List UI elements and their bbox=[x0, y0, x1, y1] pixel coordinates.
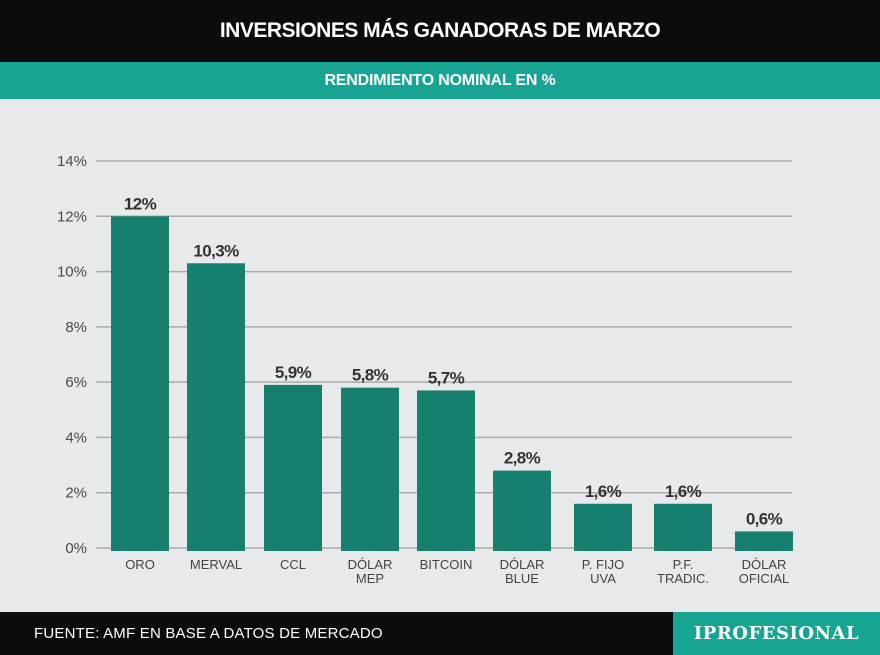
bar bbox=[735, 531, 793, 551]
x-tick-label-line: BLUE bbox=[505, 571, 539, 586]
x-tick-label-line: P. FIJO bbox=[582, 557, 624, 572]
bar bbox=[493, 470, 551, 551]
value-label: 10,3% bbox=[193, 241, 239, 260]
x-tick-label: DÓLAR OFICIAL bbox=[739, 557, 790, 586]
y-tick-label: 4% bbox=[65, 429, 87, 446]
x-tick-label-line: BITCOIN bbox=[420, 557, 473, 572]
x-tick-label-line: ORO bbox=[125, 557, 155, 572]
bar bbox=[417, 390, 475, 551]
bars bbox=[111, 216, 793, 551]
y-axis-ticks: 0% 2% 4% 6% 8% 10% 12% 14% bbox=[57, 153, 87, 557]
brand-logo: IPROFESIONAL bbox=[673, 612, 880, 655]
value-label: 2,8% bbox=[504, 449, 541, 468]
x-tick-label-line: UVA bbox=[590, 571, 616, 586]
source-note: FUENTE: AMF EN BASE A DATOS DE MERCADO bbox=[34, 625, 383, 642]
value-labels: 12% 10,3% 5,9% 5,8% 5,7% 2,8% 1,6% 1,6% 0,6% bbox=[124, 194, 783, 528]
y-tick-label: 2% bbox=[65, 485, 87, 502]
y-tick-label: 8% bbox=[65, 319, 87, 336]
x-tick-label: MERVAL bbox=[190, 557, 242, 572]
x-tick-label: BITCOIN bbox=[420, 557, 473, 572]
y-tick-label: 12% bbox=[57, 208, 87, 225]
bar bbox=[654, 503, 712, 551]
value-label: 5,7% bbox=[428, 368, 465, 387]
chart-title: INVERSIONES MÁS GANADORAS DE MARZO bbox=[0, 0, 880, 62]
y-tick-label: 6% bbox=[65, 374, 87, 391]
bar-chart: 0% 2% 4% 6% 8% 10% 12% 14% 12% 10,3% 5,9% 5,8% 5,7%… bbox=[57, 153, 793, 586]
x-tick-label: ORO bbox=[125, 557, 155, 572]
value-label: 5,9% bbox=[275, 363, 312, 382]
value-label: 5,8% bbox=[352, 366, 389, 385]
x-tick-label-line: DÓLAR bbox=[348, 557, 393, 572]
value-label: 0,6% bbox=[746, 509, 783, 528]
x-tick-label: DÓLAR BLUE bbox=[500, 557, 545, 586]
x-tick-label: P. FIJO UVA bbox=[582, 557, 624, 586]
y-tick-label: 0% bbox=[65, 540, 87, 557]
bar bbox=[341, 387, 399, 551]
x-tick-label-line: P.F. bbox=[673, 557, 694, 572]
bar bbox=[264, 384, 322, 551]
x-tick-label: P.F. TRADIC. bbox=[657, 557, 709, 586]
chart-subtitle: RENDIMIENTO NOMINAL EN % bbox=[0, 62, 880, 99]
x-tick-label: CCL bbox=[280, 557, 306, 572]
bar bbox=[187, 263, 245, 551]
value-label: 1,6% bbox=[665, 482, 702, 501]
x-tick-label: DÓLAR MEP bbox=[348, 557, 393, 586]
value-label: 12% bbox=[124, 194, 157, 213]
x-tick-label-line: DÓLAR bbox=[742, 557, 787, 572]
value-label: 1,6% bbox=[585, 482, 622, 501]
x-tick-label-line: OFICIAL bbox=[739, 571, 790, 586]
x-tick-label-line: MEP bbox=[356, 571, 384, 586]
y-tick-label: 10% bbox=[57, 264, 87, 281]
x-tick-label-line: TRADIC. bbox=[657, 571, 709, 586]
x-tick-label-line: MERVAL bbox=[190, 557, 242, 572]
x-tick-label-line: DÓLAR bbox=[500, 557, 545, 572]
x-tick-label-line: CCL bbox=[280, 557, 306, 572]
bar bbox=[574, 503, 632, 551]
y-tick-label: 14% bbox=[57, 153, 87, 170]
footer: FUENTE: AMF EN BASE A DATOS DE MERCADO I… bbox=[0, 612, 880, 655]
bar bbox=[111, 216, 169, 551]
